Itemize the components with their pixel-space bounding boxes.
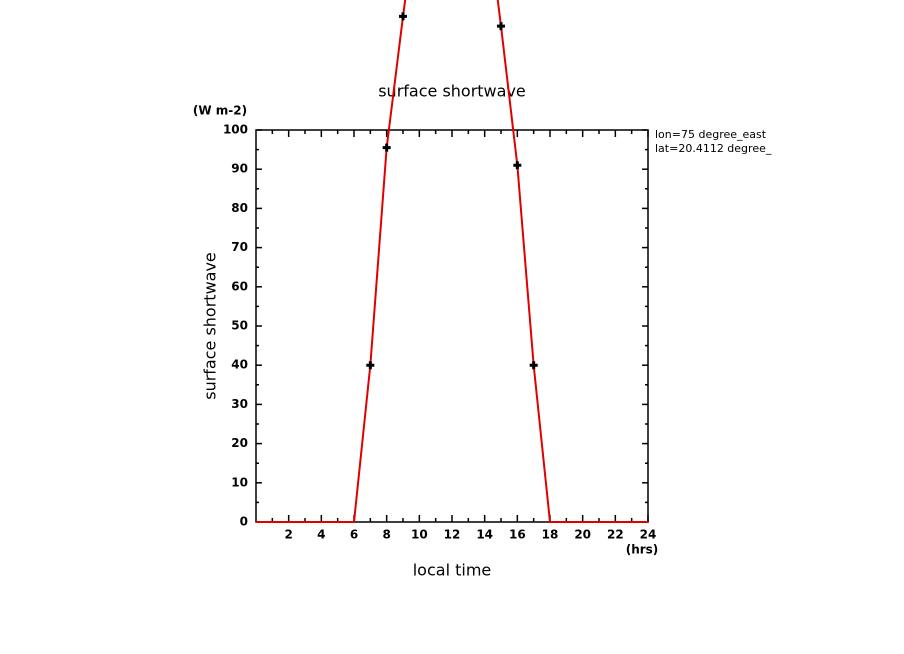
x-tick-label: 2 (284, 528, 292, 542)
data-point (399, 12, 407, 21)
x-units: (hrs) (626, 543, 659, 557)
x-tick-label: 10 (411, 528, 428, 542)
x-tick-label: 4 (317, 528, 325, 542)
x-tick-label: 18 (542, 528, 559, 542)
chart-title: surface shortwave (378, 82, 526, 101)
data-point (366, 361, 375, 370)
y-tick-label: 30 (231, 397, 248, 411)
x-axis-label: local time (413, 561, 492, 580)
data-point (497, 22, 505, 31)
data-point (513, 161, 522, 170)
y-tick-label: 60 (231, 279, 248, 293)
x-tick-label: 24 (640, 528, 657, 542)
y-tick-label: 100 (223, 123, 248, 137)
data-point (529, 361, 538, 370)
annotation: lon=75 degree_east (655, 128, 767, 141)
y-tick-label: 90 (231, 162, 248, 176)
y-tick-label: 50 (231, 319, 248, 333)
y-tick-label: 80 (231, 201, 248, 215)
x-tick-label: 6 (350, 528, 358, 542)
data-line (256, 0, 648, 523)
data-point (382, 143, 391, 152)
y-tick-label: 20 (231, 436, 248, 450)
y-tick-label: 40 (231, 358, 248, 372)
annotation: lat=20.4112 degree_ (655, 142, 772, 155)
x-tick-label: 12 (444, 528, 461, 542)
x-tick-label: 16 (509, 528, 526, 542)
y-tick-label: 0 (240, 515, 248, 529)
y-axis-label: surface shortwave (201, 252, 220, 400)
y-units: (W m-2) (193, 104, 247, 118)
x-tick-label: 20 (574, 528, 591, 542)
x-tick-label: 8 (382, 528, 390, 542)
x-tick-label: 14 (476, 528, 493, 542)
plot-frame (255, 129, 649, 523)
y-tick-label: 10 (231, 475, 248, 489)
x-tick-label: 22 (607, 528, 624, 542)
y-tick-label: 70 (231, 240, 248, 254)
